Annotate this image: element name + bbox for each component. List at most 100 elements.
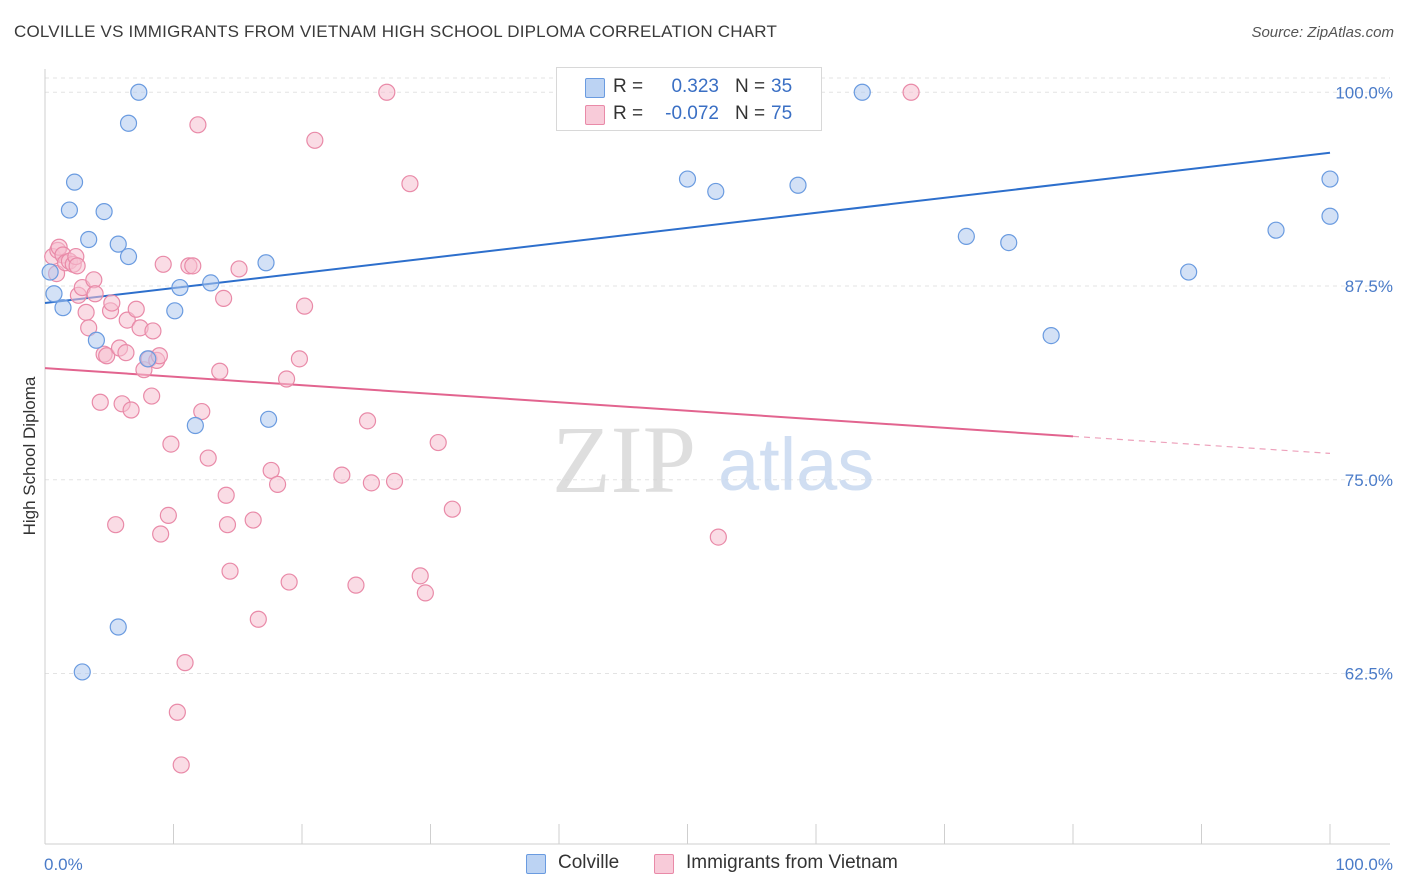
colville-point: [65, 173, 84, 191]
vietnam-point: [709, 528, 727, 546]
x-tick-label: 0.0%: [44, 855, 83, 874]
vietnam-point: [230, 260, 248, 278]
colville-point: [139, 350, 157, 368]
legend-r-label: R =: [613, 103, 644, 124]
vietnam-point: [358, 412, 377, 430]
vietnam-point: [211, 362, 229, 380]
vietnam-point: [159, 506, 177, 525]
colville-point: [171, 278, 189, 297]
data-points: [41, 83, 1339, 774]
vietnam-point: [107, 516, 125, 534]
vietnam-point: [199, 449, 217, 467]
legend-row-colville: R = 0.323 N = 35: [557, 74, 821, 102]
colville-point: [73, 663, 91, 681]
vietnam-point: [176, 654, 194, 672]
vietnam-swatch: [654, 854, 674, 874]
vietnam-point: [218, 516, 237, 534]
vietnam-point: [217, 486, 235, 504]
vietnam-point: [378, 83, 396, 101]
watermark: ZIP atlas: [552, 406, 874, 513]
vietnam-point: [347, 576, 365, 594]
colville-point: [109, 235, 127, 253]
colville-point: [54, 299, 72, 317]
vietnam-point: [162, 435, 180, 453]
vietnam-point: [143, 387, 161, 405]
vietnam-point: [189, 116, 207, 134]
colville-point: [45, 285, 63, 303]
colville-point: [707, 182, 725, 201]
vietnam-point: [80, 319, 98, 337]
colville-point: [1321, 207, 1339, 225]
colville-point: [257, 254, 275, 272]
source-credit: Source: ZipAtlas.com: [1251, 24, 1394, 41]
y-tick-label: 100.0%: [1335, 83, 1393, 102]
colville-point: [678, 170, 697, 188]
colville-point: [87, 331, 106, 349]
vietnam-point: [172, 756, 190, 774]
vietnam-point: [215, 289, 233, 307]
vietnam-label: Immigrants from Vietnam: [686, 852, 898, 873]
colville-point: [1321, 170, 1339, 188]
vietnam-point: [117, 344, 135, 362]
colville-point: [259, 410, 278, 428]
y-tick-label: 62.5%: [1345, 665, 1393, 684]
vietnam-point: [306, 131, 324, 149]
colville-point: [957, 227, 975, 245]
colville-point: [853, 83, 871, 101]
chart-title: COLVILLE VS IMMIGRANTS FROM VIETNAM HIGH…: [14, 22, 778, 41]
grid-lines: 62.5% 75.0% 87.5% 100.0%: [45, 77, 1393, 684]
trend-lines: [44, 151, 1331, 454]
colville-point: [1000, 234, 1018, 252]
colville-point: [60, 201, 79, 219]
axis-labels: High School Diploma: [20, 376, 39, 535]
colville-point: [95, 203, 113, 221]
legend-r-value: -0.072: [665, 103, 719, 124]
colville-label: Colville: [558, 852, 620, 873]
watermark-zip: ZIP: [552, 406, 696, 513]
vietnam-trend-line: [44, 367, 1074, 438]
vietnam-point: [77, 303, 95, 321]
vietnam-point: [86, 285, 104, 303]
legend-n-value: 35: [771, 76, 793, 97]
colville-point: [186, 416, 204, 435]
vietnam-point: [385, 472, 404, 490]
legend-swatch-vietnam: [585, 105, 605, 125]
vietnam-point: [168, 703, 186, 721]
vietnam-point: [290, 350, 309, 368]
vietnam-point: [249, 610, 267, 628]
y-axis-label: High School Diploma: [20, 376, 39, 535]
vietnam-point: [152, 525, 170, 543]
vietnam-point: [103, 294, 121, 312]
legend-r-label: R =: [613, 76, 644, 97]
vietnam-point: [416, 584, 434, 602]
colville-trend-line: [44, 151, 1331, 305]
colville-point: [1180, 263, 1198, 281]
legend-n-label: N =: [735, 103, 766, 124]
series-legend: Colville Immigrants from Vietnam: [0, 852, 1406, 878]
legend-row-vietnam: R = -0.072 N = 75: [557, 101, 821, 129]
vietnam-point: [268, 475, 287, 493]
vietnam-point: [401, 175, 419, 193]
vietnam-point: [902, 83, 920, 101]
watermark-atlas: atlas: [718, 423, 874, 506]
vietnam-point: [127, 300, 145, 318]
colville-point: [166, 302, 184, 320]
vietnam-point: [144, 322, 162, 340]
vietnam-point: [91, 393, 109, 411]
legend-n-value: 75: [771, 103, 793, 124]
axes: 0.0% 100.0%: [44, 69, 1393, 874]
colville-point: [109, 618, 127, 636]
y-tick-label: 87.5%: [1345, 277, 1393, 296]
vietnam-point: [221, 562, 239, 580]
colville-point: [130, 83, 148, 101]
vietnam-point: [411, 567, 429, 585]
vietnam-point: [362, 474, 380, 492]
vietnam-point: [295, 297, 314, 315]
legend-n-label: N =: [735, 76, 766, 97]
vietnam-point: [98, 347, 116, 365]
correlation-legend: R = 0.323 N = 35 R = -0.072 N = 75: [556, 67, 822, 131]
vietnam-point: [68, 257, 86, 275]
vietnam-point: [277, 370, 296, 388]
colville-point: [41, 263, 59, 281]
vietnam-point: [122, 401, 140, 419]
